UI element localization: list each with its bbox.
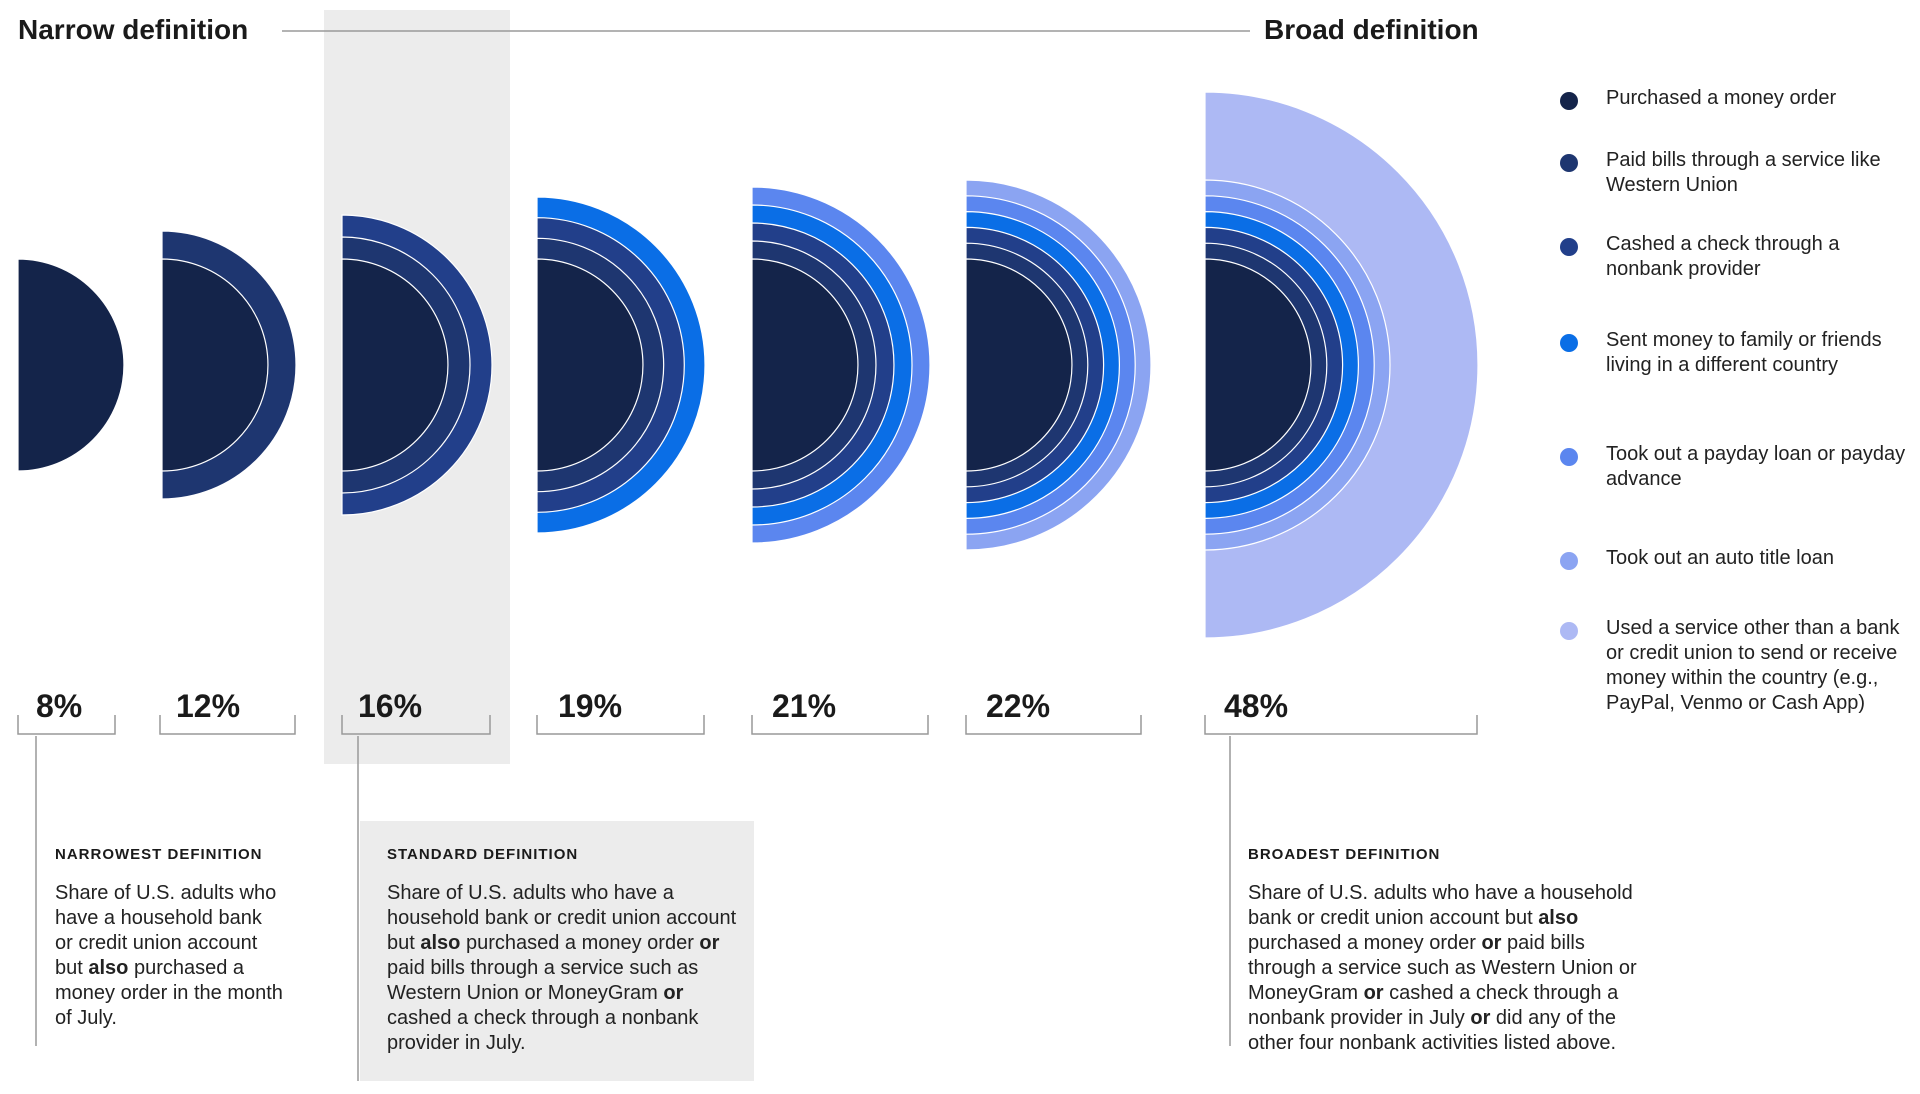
note-body: Share of U.S. adults who have a househol…: [1248, 881, 1658, 1056]
note-title: BROADEST DEFINITION: [1248, 846, 1441, 863]
legend-dot-icon: [1560, 334, 1578, 352]
legend-dot-icon: [1560, 154, 1578, 172]
legend-label: Used a service other than a bank or cred…: [1606, 617, 1900, 714]
ring-19-1: [536, 258, 644, 472]
note-text: Share of U.S. adults who have a househol…: [1248, 882, 1633, 929]
legend-label: Cashed a check through a nonbank provide…: [1606, 233, 1840, 280]
note-text: purchased a money order: [1248, 932, 1482, 954]
note-emphasis: or: [1481, 932, 1502, 954]
legend-dot-icon: [1560, 622, 1578, 640]
percent-label: 8%: [36, 688, 83, 724]
semicircle-group: [17, 91, 1479, 639]
note-body: Share of U.S. adults who have a househol…: [387, 881, 739, 1056]
percent-label: 19%: [558, 688, 623, 724]
note-title: STANDARD DEFINITION: [387, 846, 579, 863]
broadest-definition-note: BROADEST DEFINITION Share of U.S. adults…: [1248, 842, 1658, 1056]
narrow-definition-label: Narrow definition: [18, 14, 249, 45]
ring-22-1: [965, 258, 1073, 472]
percent-label: 22%: [986, 688, 1051, 724]
legend-label: Took out a payday loan or payday advance: [1606, 443, 1906, 490]
note-emphasis: also: [420, 932, 461, 954]
standard-definition-note: STANDARD DEFINITION Share of U.S. adults…: [387, 842, 739, 1056]
percent-label: 12%: [176, 688, 241, 724]
legend-dot-icon: [1560, 448, 1578, 466]
note-title: NARROWEST DEFINITION: [55, 846, 263, 863]
legend-dot-icon: [1560, 92, 1578, 110]
note-text: paid bills through a service such as Wes…: [1248, 932, 1637, 1004]
legend-label: Sent money to family or friends living i…: [1606, 329, 1882, 376]
bracket: [341, 715, 491, 735]
note-text: Share of U.S. adults who have a househol…: [387, 882, 737, 954]
bracket: [17, 715, 116, 735]
legend-dot-icon: [1560, 238, 1578, 256]
note-text: paid bills through a service such as Wes…: [387, 957, 699, 1004]
ring-8-1: [17, 258, 125, 472]
legend-label: Took out an auto title loan: [1606, 547, 1834, 569]
ring-16-1: [341, 258, 449, 472]
bracket: [536, 715, 705, 735]
broad-definition-label: Broad definition: [1264, 14, 1479, 45]
ring-12-1: [161, 258, 269, 472]
percent-label: 48%: [1224, 688, 1289, 724]
note-text: cashed a check through a nonbank provide…: [1248, 982, 1619, 1029]
standard-note-background: [360, 821, 754, 1081]
note-text: purchased a money order: [460, 932, 700, 954]
legend-label: Paid bills through a service like Wester…: [1606, 149, 1881, 196]
note-emphasis: or: [1470, 1007, 1491, 1029]
note-emphasis: or: [663, 982, 684, 1004]
bracket-group: [17, 715, 1478, 1081]
legend-label: Purchased a money order: [1606, 87, 1837, 109]
bracket: [751, 715, 929, 735]
note-text: did any of the other four nonbank activi…: [1248, 1007, 1617, 1054]
note-emphasis: also: [1538, 907, 1579, 929]
note-text: Share of U.S. adults who have a househol…: [55, 882, 277, 979]
percent-label: 21%: [772, 688, 837, 724]
narrowest-definition-note: NARROWEST DEFINITION Share of U.S. adult…: [55, 842, 285, 1031]
ring-48-1: [1204, 258, 1312, 472]
bracket: [1204, 715, 1478, 735]
legend-dot-icon: [1560, 552, 1578, 570]
note-body: Share of U.S. adults who have a househol…: [55, 881, 285, 1031]
note-text: purchased a money order in the month of …: [55, 957, 283, 1029]
bracket: [965, 715, 1142, 735]
note-emphasis: or: [1363, 982, 1384, 1004]
note-emphasis: or: [699, 932, 720, 954]
note-text: cashed a check through a nonbank provide…: [387, 1007, 699, 1054]
percent-label: 16%: [358, 688, 423, 724]
bracket: [159, 715, 296, 735]
ring-21-1: [751, 258, 859, 472]
note-emphasis: also: [88, 957, 129, 979]
